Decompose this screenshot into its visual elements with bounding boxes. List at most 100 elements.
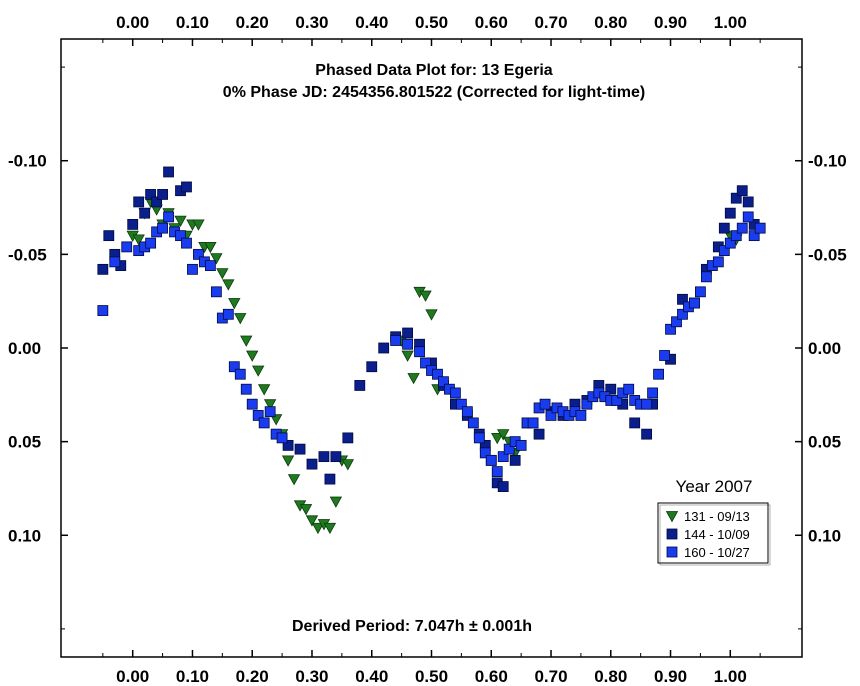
data-point xyxy=(677,308,688,320)
derived-period-annotation: Derived Period: 7.047h ± 0.001h xyxy=(292,618,532,635)
data-point xyxy=(324,473,336,485)
data-point xyxy=(390,335,402,346)
data-point xyxy=(545,410,557,421)
data-point xyxy=(193,248,204,260)
x-tick-label-top: 0.30 xyxy=(295,13,328,32)
x-tick-label-bottom: 0.50 xyxy=(415,667,448,686)
data-point xyxy=(187,263,198,275)
data-point xyxy=(700,271,712,283)
data-point xyxy=(730,192,742,204)
data-point xyxy=(467,417,479,429)
y-tick-label-left: -0.10 xyxy=(8,152,47,171)
data-point xyxy=(329,496,343,508)
data-point xyxy=(611,395,623,406)
data-point xyxy=(299,504,313,516)
data-point xyxy=(407,373,420,385)
data-point xyxy=(210,286,222,298)
data-point xyxy=(252,410,264,421)
data-point xyxy=(97,305,109,316)
data-point xyxy=(503,443,515,455)
data-point xyxy=(181,237,192,249)
data-point xyxy=(330,451,342,463)
data-point xyxy=(461,406,473,418)
data-point xyxy=(539,398,551,410)
data-point xyxy=(718,222,730,234)
data-point xyxy=(311,522,325,535)
data-point xyxy=(318,451,330,463)
data-point xyxy=(695,286,706,298)
x-tick-label-bottom: 0.20 xyxy=(236,667,269,686)
data-point xyxy=(533,428,545,440)
x-tick-label-bottom: 0.00 xyxy=(116,667,149,686)
y-tick-label-right: 0.10 xyxy=(808,526,841,545)
data-point xyxy=(689,297,700,309)
data-point xyxy=(438,376,449,388)
data-point xyxy=(341,459,355,471)
data-point xyxy=(252,365,265,377)
data-point xyxy=(671,316,682,328)
data-point xyxy=(151,196,163,208)
data-point xyxy=(132,234,145,246)
data-point xyxy=(133,196,145,208)
data-point xyxy=(246,398,258,410)
y-tick-label-left: 0.05 xyxy=(8,433,41,452)
data-point xyxy=(121,241,133,253)
data-point xyxy=(342,432,354,444)
x-tick-label-top: 0.10 xyxy=(176,13,209,32)
x-tick-label-top: 0.90 xyxy=(654,13,687,32)
data-point xyxy=(623,383,635,395)
plot-frame xyxy=(60,38,803,658)
y-tick-label-right: -0.10 xyxy=(808,152,847,171)
chart-subtitle: 0% Phase JD: 2454356.801522 (Corrected f… xyxy=(223,84,645,101)
data-point xyxy=(222,308,234,320)
data-point xyxy=(204,260,216,272)
y-tick-label-right: 0.05 xyxy=(808,433,841,452)
data-point xyxy=(323,522,337,535)
data-point xyxy=(581,398,593,410)
data-point xyxy=(282,439,294,451)
data-point xyxy=(736,222,748,234)
data-point xyxy=(491,466,503,478)
legend-marker xyxy=(666,546,678,558)
data-point xyxy=(730,230,742,242)
data-point xyxy=(754,222,766,234)
data-point xyxy=(175,230,186,242)
x-tick-label-bottom: 0.40 xyxy=(355,667,388,686)
data-point xyxy=(174,215,187,227)
data-point xyxy=(450,387,461,399)
x-tick-label-bottom: 0.30 xyxy=(295,667,328,686)
x-tick-label-bottom: 0.90 xyxy=(654,667,687,686)
data-point xyxy=(491,432,504,445)
data-point xyxy=(240,383,252,395)
x-tick-label-top: 0.00 xyxy=(116,13,149,32)
data-point xyxy=(401,350,414,362)
data-point xyxy=(294,443,306,455)
data-point xyxy=(402,338,413,350)
data-point xyxy=(258,384,271,396)
data-point xyxy=(414,346,425,358)
data-point xyxy=(163,211,174,223)
data-point xyxy=(455,398,467,410)
data-point xyxy=(641,428,653,440)
data-point xyxy=(420,357,431,369)
data-point xyxy=(748,230,760,242)
data-point xyxy=(109,256,121,268)
data-point xyxy=(718,245,730,257)
y-tick-label-right: -0.05 xyxy=(808,245,847,264)
data-point xyxy=(354,380,366,391)
data-point xyxy=(432,368,443,380)
data-point xyxy=(192,219,205,231)
data-point xyxy=(378,342,390,354)
x-tick-label-bottom: 0.60 xyxy=(475,667,508,686)
series-3 xyxy=(97,211,766,478)
data-point xyxy=(402,327,413,339)
data-point xyxy=(575,410,587,421)
data-point xyxy=(234,368,246,380)
data-point xyxy=(222,279,235,291)
data-point xyxy=(306,458,318,470)
data-point xyxy=(479,447,491,459)
x-tick-label-top: 0.40 xyxy=(355,13,388,32)
data-point xyxy=(659,350,670,361)
data-point xyxy=(509,454,521,466)
